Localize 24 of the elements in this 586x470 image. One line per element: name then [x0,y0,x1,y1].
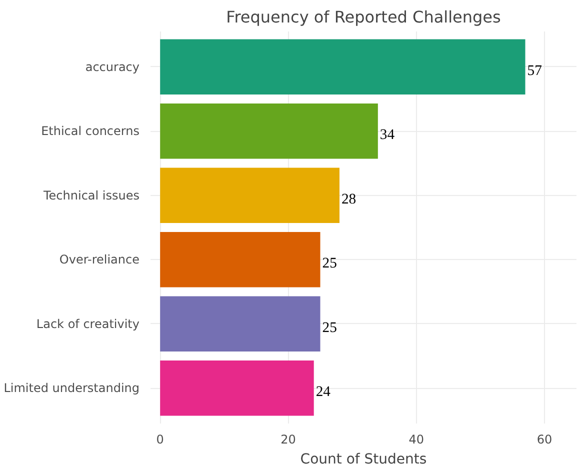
chart-title: Frequency of Reported Challenges [226,8,501,26]
x-tick-label: 20 [280,432,296,446]
y-tick-label: Technical issues [42,188,140,202]
y-tick-label: Ethical concerns [41,124,140,138]
bar [160,360,314,416]
data-label: 57 [527,62,542,79]
y-tick-label: accuracy [85,60,140,74]
data-label: 25 [322,256,337,272]
data-label: 34 [380,127,396,144]
x-tick-label: 40 [408,432,424,446]
data-label: 25 [322,320,337,336]
bar [160,232,320,288]
bar [160,168,340,223]
data-label: 28 [341,191,356,208]
data-label: 24 [316,384,332,400]
bar [160,296,320,352]
x-axis-title: Count of Students [300,452,427,468]
y-tick-label: Lack of creativity [36,316,140,331]
y-tick-label: Limited understanding [4,381,140,396]
x-tick-label: 0 [156,432,164,446]
bar [160,103,378,159]
bar [160,39,526,94]
x-tick-label: 60 [536,432,552,446]
y-tick-label: Over-reliance [59,252,140,267]
